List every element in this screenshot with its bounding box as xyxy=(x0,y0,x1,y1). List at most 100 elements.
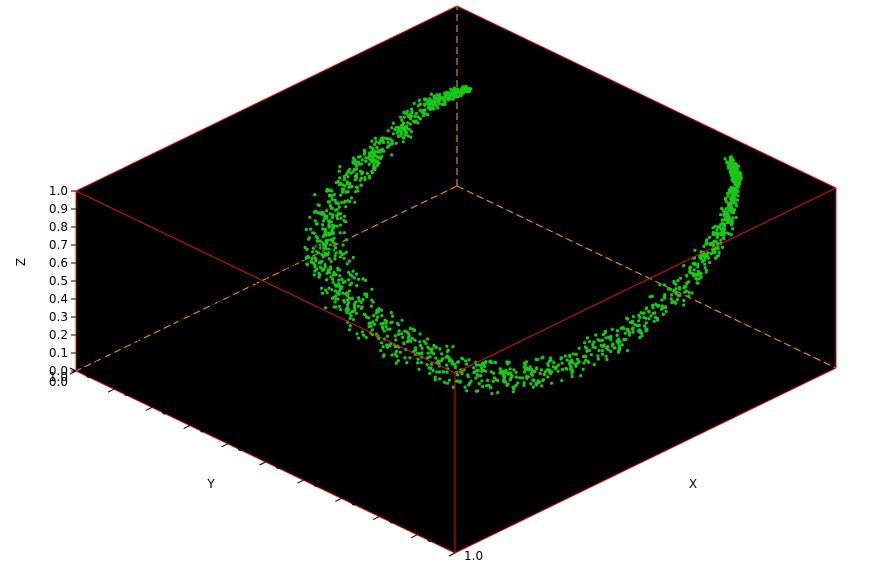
data-point xyxy=(730,207,735,211)
data-point xyxy=(421,114,426,118)
data-point xyxy=(600,338,605,342)
data-point xyxy=(447,356,451,360)
data-point xyxy=(616,341,620,345)
x-tick-label: 0.4 xyxy=(237,440,256,454)
data-point xyxy=(447,378,451,382)
data-point xyxy=(396,332,401,336)
data-point xyxy=(424,341,428,346)
data-point xyxy=(384,325,388,329)
data-point xyxy=(661,312,666,316)
data-point xyxy=(716,254,721,258)
data-point xyxy=(332,271,336,275)
data-point xyxy=(472,371,476,375)
data-point xyxy=(337,169,341,173)
data-point xyxy=(612,346,616,350)
data-point xyxy=(663,295,667,299)
data-point xyxy=(687,290,691,295)
data-point xyxy=(692,268,696,272)
data-point xyxy=(352,302,356,306)
data-point xyxy=(481,384,485,389)
data-point xyxy=(560,361,564,365)
data-point xyxy=(364,156,368,160)
data-point xyxy=(375,308,379,312)
data-point xyxy=(505,360,509,364)
data-point xyxy=(467,358,471,362)
data-point xyxy=(706,251,710,255)
data-point xyxy=(721,226,726,230)
data-point xyxy=(315,244,319,248)
data-point xyxy=(445,344,449,348)
data-point xyxy=(344,307,348,311)
data-point xyxy=(401,136,405,140)
z-tick-label: 0.6 xyxy=(49,256,68,270)
data-point xyxy=(469,87,473,91)
data-point xyxy=(334,246,338,250)
data-point xyxy=(615,333,619,337)
data-point xyxy=(427,105,431,109)
y-tick-label: 0.9 xyxy=(87,352,106,366)
data-point xyxy=(508,367,512,371)
data-point xyxy=(329,206,334,210)
data-point xyxy=(337,268,342,272)
data-point xyxy=(334,208,338,212)
data-point xyxy=(334,273,338,277)
data-point xyxy=(644,306,649,310)
data-point xyxy=(571,361,575,365)
data-point xyxy=(482,369,486,373)
data-point xyxy=(461,357,465,361)
data-point xyxy=(345,291,349,295)
data-point xyxy=(394,349,399,353)
data-point xyxy=(321,255,325,259)
data-point xyxy=(418,108,422,112)
data-point xyxy=(365,295,369,299)
data-point xyxy=(560,379,564,383)
data-point xyxy=(351,318,355,322)
data-point xyxy=(358,178,362,182)
data-point xyxy=(494,378,498,382)
data-point xyxy=(655,316,660,321)
data-point xyxy=(335,224,339,228)
data-point xyxy=(685,274,689,278)
data-point xyxy=(332,295,336,299)
data-point xyxy=(328,242,332,246)
data-point xyxy=(437,370,441,374)
data-point xyxy=(730,219,734,223)
data-point xyxy=(440,352,444,356)
data-point xyxy=(734,215,738,219)
data-point xyxy=(451,385,455,389)
data-point xyxy=(331,248,335,252)
data-point xyxy=(330,194,334,198)
data-point xyxy=(729,200,733,204)
data-point xyxy=(365,171,369,176)
data-point xyxy=(334,242,338,246)
data-point xyxy=(386,327,390,331)
data-point xyxy=(456,379,460,383)
data-point xyxy=(350,281,354,285)
data-point xyxy=(342,231,346,235)
data-point xyxy=(722,213,726,217)
data-point xyxy=(321,227,325,231)
data-point xyxy=(441,97,446,101)
tick-marks xyxy=(69,190,456,557)
floor-face xyxy=(76,186,836,553)
data-point xyxy=(397,329,401,333)
data-point xyxy=(378,150,382,154)
data-point xyxy=(355,167,359,171)
data-point xyxy=(616,329,620,333)
data-point xyxy=(352,276,356,280)
data-point xyxy=(717,225,722,229)
data-point xyxy=(672,281,676,285)
data-point xyxy=(702,244,706,248)
data-point xyxy=(658,283,662,287)
hidden-edge-0 xyxy=(456,185,837,369)
data-point xyxy=(344,250,348,254)
data-point xyxy=(390,126,394,130)
data-point xyxy=(660,304,664,308)
data-point xyxy=(379,348,383,353)
data-point xyxy=(737,173,741,177)
data-point xyxy=(417,98,421,102)
data-point xyxy=(369,304,373,308)
data-point xyxy=(649,314,653,318)
data-point xyxy=(440,102,444,106)
data-point xyxy=(678,287,682,291)
